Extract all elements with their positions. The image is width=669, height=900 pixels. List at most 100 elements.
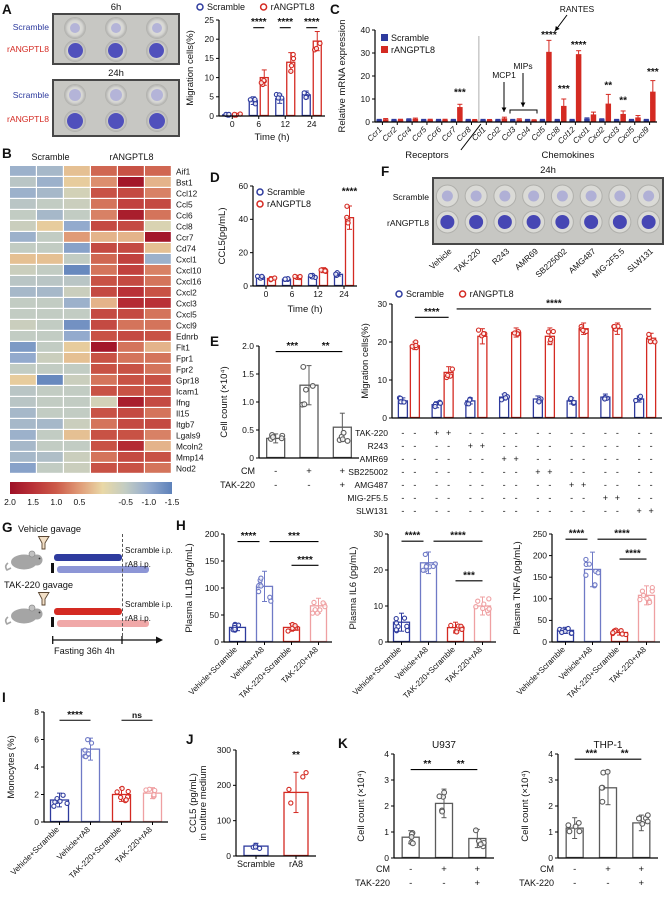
- svg-text:12: 12: [313, 289, 323, 299]
- svg-text:rANGPTL8: rANGPTL8: [391, 45, 435, 55]
- svg-text:-: -: [582, 506, 585, 516]
- svg-text:-: -: [469, 480, 472, 490]
- svg-text:-: -: [638, 480, 641, 490]
- svg-text:-: -: [515, 467, 518, 477]
- svg-text:Scramble: Scramble: [207, 2, 245, 12]
- svg-text:12: 12: [281, 119, 291, 129]
- svg-text:***: ***: [647, 67, 659, 78]
- svg-text:Time (h): Time (h): [254, 132, 289, 143]
- svg-text:-: -: [616, 454, 619, 464]
- svg-text:-: -: [638, 493, 641, 503]
- svg-text:Cxcl16: Cxcl16: [176, 277, 202, 287]
- svg-text:U937: U937: [432, 740, 456, 751]
- svg-text:-: -: [638, 467, 641, 477]
- wells-row-label-scramble: Scramble: [12, 90, 49, 100]
- svg-text:3: 3: [384, 775, 389, 785]
- svg-text:-: -: [616, 467, 619, 477]
- svg-text:-: -: [604, 480, 607, 490]
- crystal-violet-stain: [107, 113, 124, 129]
- svg-text:-: -: [447, 493, 450, 503]
- svg-text:+: +: [441, 864, 447, 875]
- svg-text:Vehicle+Scramble: Vehicle+Scramble: [515, 645, 567, 697]
- svg-text:RANTES: RANTES: [560, 4, 595, 14]
- transwell-well: [104, 39, 127, 62]
- scramble-ip-label: Scramble i.p.: [125, 546, 173, 555]
- injection-tick: [51, 563, 54, 573]
- panel-label-c: C: [330, 2, 340, 17]
- svg-text:Scramble: Scramble: [393, 192, 430, 202]
- svg-text:0: 0: [382, 413, 387, 423]
- svg-text:-: -: [606, 878, 609, 889]
- svg-text:+: +: [513, 454, 518, 464]
- svg-text:Vehicle+Scramble: Vehicle+Scramble: [351, 645, 403, 697]
- svg-text:-: -: [515, 480, 518, 490]
- svg-text:0: 0: [209, 111, 214, 121]
- svg-text:-: -: [573, 878, 576, 889]
- svg-text:-: -: [536, 493, 539, 503]
- svg-text:+: +: [501, 454, 506, 464]
- ra8-ip-bar-vehicle: [57, 566, 149, 573]
- svg-text:-: -: [616, 428, 619, 438]
- svg-text:-: -: [536, 441, 539, 451]
- svg-text:-: -: [570, 441, 573, 451]
- svg-text:Mcoln2: Mcoln2: [176, 442, 203, 452]
- svg-text:8: 8: [34, 707, 39, 717]
- svg-text:+: +: [639, 878, 645, 889]
- svg-text:Ccr1: Ccr1: [366, 125, 384, 143]
- svg-text:Fpr2: Fpr2: [176, 365, 193, 375]
- svg-text:Ccr7: Ccr7: [440, 125, 459, 144]
- svg-text:Vehicle+Scramble: Vehicle+Scramble: [9, 825, 61, 877]
- svg-text:-: -: [570, 506, 573, 516]
- svg-text:Mmp14: Mmp14: [176, 453, 204, 463]
- svg-text:10: 10: [361, 94, 371, 104]
- svg-text:-: -: [570, 454, 573, 464]
- svg-text:Ccl2: Ccl2: [485, 125, 503, 143]
- fasting-timeline-label: Fasting 36h 4h: [54, 646, 115, 656]
- svg-text:Icam1: Icam1: [176, 387, 199, 397]
- svg-text:24: 24: [307, 119, 317, 129]
- svg-text:****: ****: [277, 17, 293, 28]
- svg-text:-: -: [481, 454, 484, 464]
- crystal-violet-stain: [109, 89, 122, 101]
- svg-text:Vehicle: Vehicle: [427, 246, 454, 272]
- panel-label-g: G: [2, 520, 13, 535]
- chart-plasma-tnfa: 050100150200250Vehicle+ScrambleVehicle+r…: [512, 529, 660, 701]
- transwell-well: [104, 84, 127, 106]
- svg-text:-: -: [413, 467, 416, 477]
- svg-text:100: 100: [205, 583, 219, 593]
- svg-text:-: -: [435, 467, 438, 477]
- svg-text:+: +: [340, 480, 346, 491]
- svg-text:rANGPTL8: rANGPTL8: [267, 199, 311, 209]
- svg-text:-: -: [503, 467, 506, 477]
- svg-text:-: -: [582, 441, 585, 451]
- svg-text:-1.0: -1.0: [142, 497, 157, 507]
- svg-text:-: -: [536, 454, 539, 464]
- svg-text:-: -: [548, 506, 551, 516]
- mouse-icon: [4, 550, 43, 572]
- svg-text:rANGPTL8: rANGPTL8: [387, 218, 429, 228]
- svg-text:-: -: [570, 493, 573, 503]
- svg-text:Ccr2: Ccr2: [380, 125, 399, 144]
- svg-text:Chemokines: Chemokines: [542, 150, 595, 161]
- svg-text:-: -: [536, 428, 539, 438]
- svg-text:rANGPTL8: rANGPTL8: [271, 2, 315, 12]
- svg-text:SLW131: SLW131: [356, 506, 388, 516]
- svg-text:-: -: [481, 493, 484, 503]
- svg-text:-: -: [413, 480, 416, 490]
- panel-label-e: E: [210, 334, 220, 349]
- svg-text:-: -: [616, 480, 619, 490]
- svg-text:30: 30: [374, 529, 384, 539]
- svg-text:****: ****: [67, 710, 83, 721]
- svg-text:1.0: 1.0: [50, 497, 62, 507]
- svg-text:****: ****: [297, 555, 313, 566]
- wells-row-label-rangptl8: rANGPTL8: [6, 114, 49, 124]
- svg-text:30: 30: [378, 299, 388, 309]
- svg-text:1.5: 1.5: [27, 497, 39, 507]
- svg-text:CCL5 (pg/mL): CCL5 (pg/mL): [188, 773, 199, 833]
- svg-text:Cell count (×10⁴): Cell count (×10⁴): [219, 366, 230, 437]
- well-row: [55, 16, 177, 39]
- svg-text:Migration cells(%): Migration cells(%): [185, 30, 196, 106]
- svg-text:****: ****: [241, 531, 257, 542]
- svg-text:4: 4: [548, 749, 553, 759]
- svg-text:-: -: [469, 506, 472, 516]
